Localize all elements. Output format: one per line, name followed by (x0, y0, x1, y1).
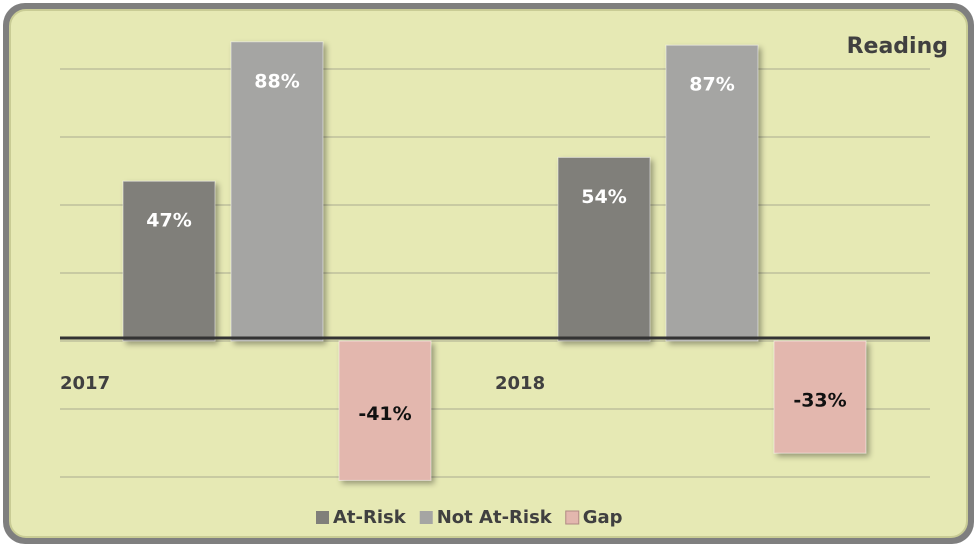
x-tick-label: 2017 (60, 373, 110, 394)
bar (338, 340, 432, 481)
data-label: -41% (358, 403, 411, 425)
bar (773, 340, 867, 454)
legend-swatch (316, 511, 329, 524)
data-label: 54% (581, 186, 626, 208)
legend-label: Gap (583, 507, 623, 528)
legend-label: At-Risk (333, 507, 407, 528)
chart-title: Reading (847, 34, 948, 59)
data-label: -33% (793, 390, 846, 412)
legend-label: Not At-Risk (437, 507, 553, 528)
legend-swatch (565, 510, 580, 525)
bar (230, 41, 324, 342)
data-label: 88% (254, 70, 299, 92)
x-tick-label: 2018 (495, 373, 545, 394)
data-label: 47% (146, 210, 191, 232)
legend-swatch (419, 511, 433, 524)
bar (122, 180, 216, 342)
bar (665, 44, 759, 342)
data-label: 87% (689, 74, 734, 96)
bar (557, 156, 651, 342)
